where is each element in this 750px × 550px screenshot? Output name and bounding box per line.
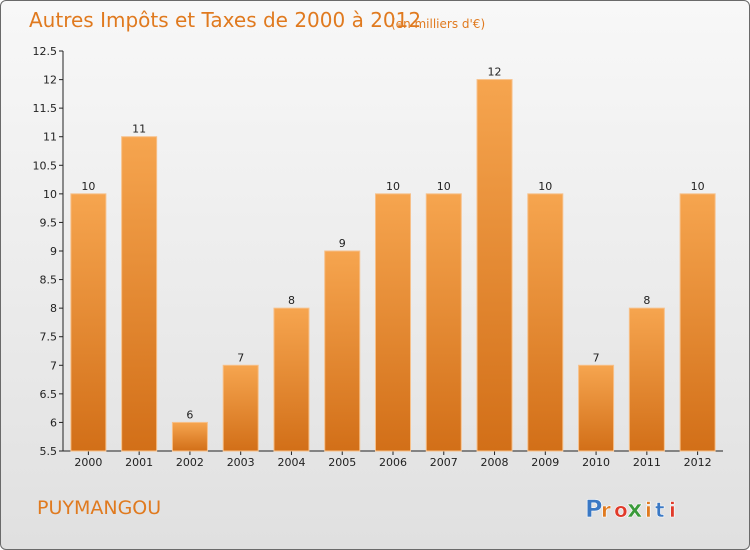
x-tick-label: 2009 [531, 456, 559, 469]
bar-2010 [578, 364, 615, 452]
y-tick-label: 9.5 [40, 216, 58, 229]
data-label: 11 [132, 123, 146, 136]
x-tick-label: 2010 [582, 456, 610, 469]
x-tick-label: 2003 [227, 456, 255, 469]
y-tick-label: 10.5 [33, 159, 58, 172]
bar-2009 [527, 193, 564, 452]
bar-2000 [70, 193, 107, 452]
x-axis: 2000 2001 2002 2003 2004 2005 2006 2007 2008 2009… [63, 450, 723, 469]
chart-title: Autres Impôts et Taxes de 2000 à 2012 [29, 8, 422, 32]
x-tick-label: 2008 [481, 456, 509, 469]
data-label: 10 [691, 180, 705, 193]
data-label: 12 [488, 66, 502, 79]
y-tick-label: 9 [50, 245, 57, 258]
x-tick-label: 2002 [176, 456, 204, 469]
y-tick-label: 7 [50, 359, 57, 372]
x-tick-label: 2001 [125, 456, 153, 469]
y-tick-label: 8 [50, 302, 57, 315]
logo-letter: t [655, 498, 665, 522]
data-label: 8 [643, 294, 650, 307]
y-tick-label: 10 [43, 188, 57, 201]
y-tick-label: 6 [50, 416, 57, 429]
logo-letter: x [627, 495, 643, 523]
x-tick-label: 2011 [633, 456, 661, 469]
x-tick-label: 2000 [74, 456, 102, 469]
x-tick-label: 2007 [430, 456, 458, 469]
bar-2004 [273, 307, 310, 452]
data-label: 8 [288, 294, 295, 307]
chart-unit: (en milliers d'€) [391, 17, 486, 31]
data-label: 7 [593, 351, 600, 364]
x-tick-label: 2005 [328, 456, 356, 469]
y-tick-label: 5.5 [40, 445, 58, 458]
bar-2007 [425, 193, 462, 452]
logo-letter: o [614, 498, 628, 522]
logo-letter: i [645, 498, 652, 522]
data-label: 9 [339, 237, 346, 250]
y-tick-label: 7.5 [40, 331, 58, 344]
y-tick-label: 8.5 [40, 274, 58, 287]
bar-2011 [628, 307, 665, 452]
data-label: 10 [538, 180, 552, 193]
bar-2001 [121, 136, 158, 452]
bars [70, 79, 716, 452]
bar-2002 [171, 421, 208, 452]
data-label: 10 [386, 180, 400, 193]
bar-2005 [324, 250, 361, 452]
proxiti-logo: Pr o x i t i [585, 495, 676, 524]
x-tick-label: 2012 [684, 456, 712, 469]
y-tick-label: 11 [43, 131, 57, 144]
y-tick-label: 12.5 [33, 45, 58, 58]
bar-2003 [222, 364, 259, 452]
y-tick-label: 11.5 [33, 102, 58, 115]
data-labels: 10 11 6 7 8 9 10 10 12 10 7 8 10 [81, 66, 704, 422]
commune-name: PUYMANGOU [37, 497, 162, 519]
bar-2012 [679, 193, 716, 452]
logo-letter: P [585, 495, 603, 523]
y-tick-label: 6.5 [40, 388, 58, 401]
data-label: 7 [237, 351, 244, 364]
bar-2006 [375, 193, 411, 452]
y-axis: 5.5 6 6.5 7 7.5 8 8.5 9 9.5 10 10.5 11 11.5 12 12.5 [33, 45, 64, 458]
logo-letter: i [669, 498, 676, 522]
bar-2008 [476, 79, 513, 452]
x-tick-label: 2004 [277, 456, 305, 469]
data-label: 6 [186, 408, 193, 421]
y-tick-label: 12 [43, 74, 57, 87]
data-label: 10 [81, 180, 95, 193]
data-label: 10 [437, 180, 451, 193]
x-tick-label: 2006 [379, 456, 407, 469]
logo-letter: r [601, 498, 611, 522]
